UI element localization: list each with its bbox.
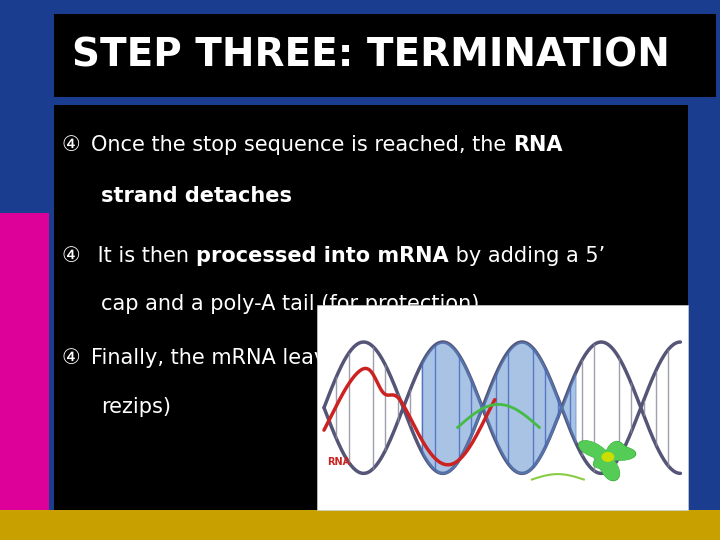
Bar <box>0 213 49 510</box>
Bar <box>0 510 720 540</box>
Bar <box>54 14 716 97</box>
Text: rezips): rezips) <box>101 397 171 417</box>
Text: by adding a 5’: by adding a 5’ <box>449 246 605 266</box>
Text: ④: ④ <box>61 135 80 155</box>
Text: cap and a poly-A tail (for protection): cap and a poly-A tail (for protection) <box>101 294 480 314</box>
Polygon shape <box>602 453 613 461</box>
Text: RNA: RNA <box>328 457 351 467</box>
Text: RNA: RNA <box>513 135 563 155</box>
Bar <box>54 105 688 510</box>
Text: processed into mRNA: processed into mRNA <box>196 246 449 266</box>
Text: Finally, the mRNA leaves the nucleus! (DNA: Finally, the mRNA leaves the nucleus! (D… <box>91 348 547 368</box>
Text: ④: ④ <box>61 348 80 368</box>
Text: Once the stop sequence is reached, the: Once the stop sequence is reached, the <box>91 135 513 155</box>
Polygon shape <box>579 441 636 481</box>
Bar <box>317 305 688 510</box>
Text: STEP THREE: TERMINATION: STEP THREE: TERMINATION <box>72 36 670 75</box>
Text: strand detaches: strand detaches <box>101 186 292 206</box>
Polygon shape <box>580 441 635 480</box>
Text: ④: ④ <box>61 246 80 266</box>
Text: It is then: It is then <box>91 246 196 266</box>
